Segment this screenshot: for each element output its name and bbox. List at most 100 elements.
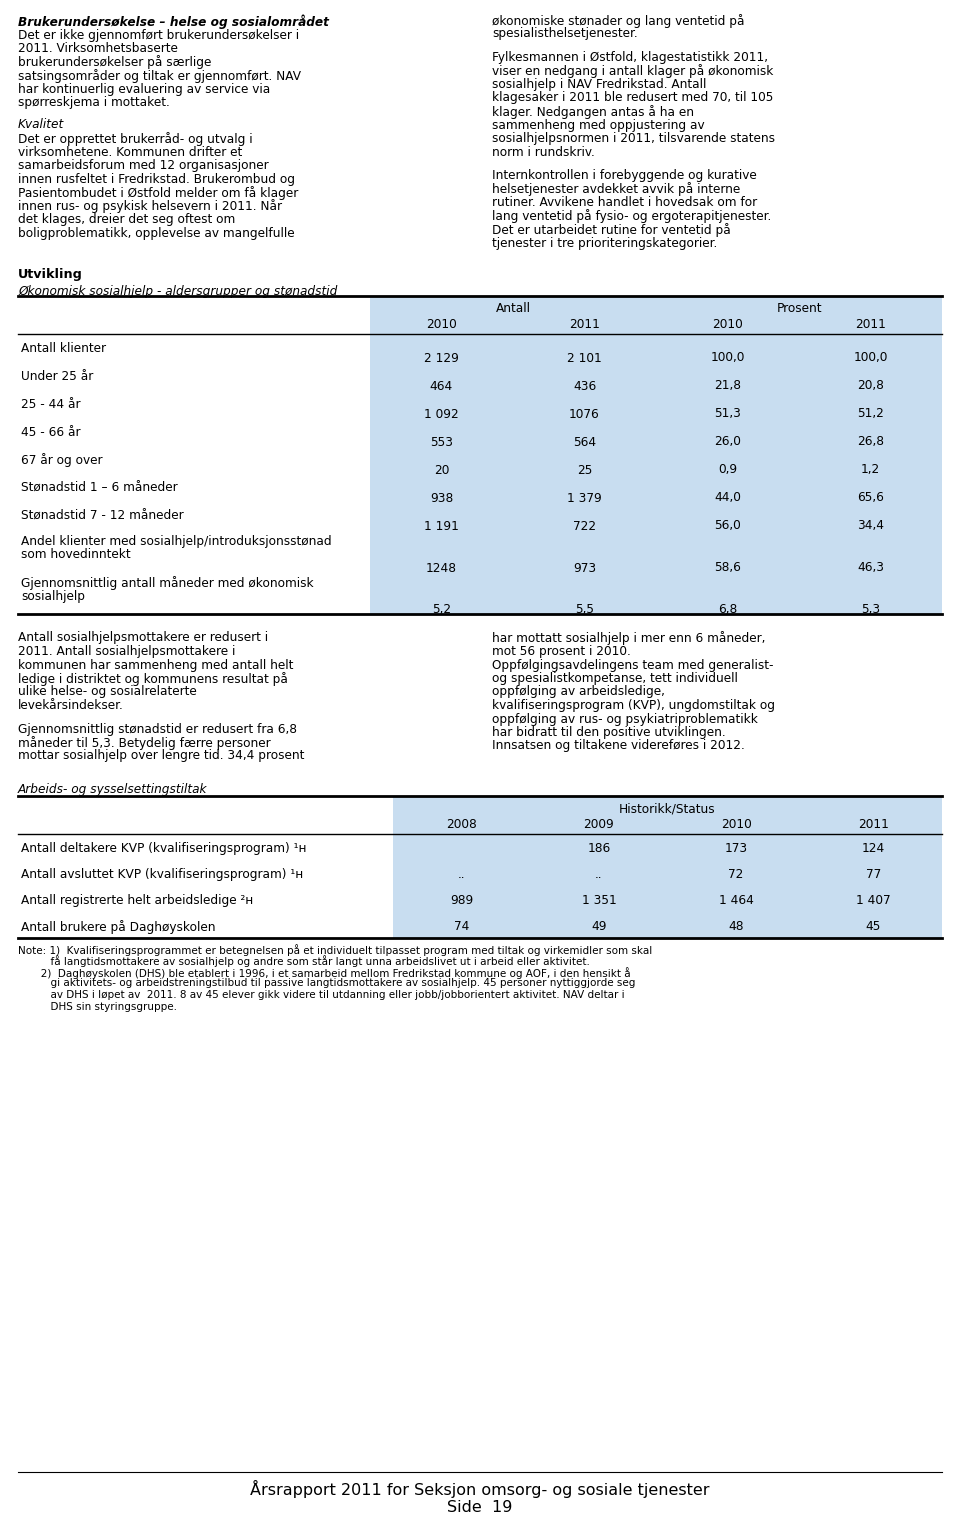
Text: Pasientombudet i Østfold melder om få klager: Pasientombudet i Østfold melder om få kl… (18, 185, 299, 201)
Text: sosialhjelp i NAV Fredrikstad. Antall: sosialhjelp i NAV Fredrikstad. Antall (492, 78, 707, 90)
Text: Antall registrerte helt arbeidsledige ²ʜ: Antall registrerte helt arbeidsledige ²ʜ (21, 894, 253, 906)
Text: mot 56 prosent i 2010.: mot 56 prosent i 2010. (492, 645, 631, 658)
Text: sosialhjelpsnormen i 2011, tilsvarende statens: sosialhjelpsnormen i 2011, tilsvarende s… (492, 132, 775, 145)
Text: 25 - 44 år: 25 - 44 år (21, 398, 81, 410)
Text: Oppfølgingsavdelingens team med generalist-: Oppfølgingsavdelingens team med generali… (492, 658, 774, 672)
Text: ledige i distriktet og kommunens resultat på: ledige i distriktet og kommunens resulta… (18, 672, 288, 686)
Text: innen rus- og psykisk helsevern i 2011. Når: innen rus- og psykisk helsevern i 2011. … (18, 199, 282, 213)
Text: Antall deltakere KVP (kvalifiseringsprogram) ¹ʜ: Antall deltakere KVP (kvalifiseringsprog… (21, 842, 306, 854)
Bar (370, 389, 942, 418)
Text: Utvikling: Utvikling (18, 268, 83, 282)
Text: 2 101: 2 101 (567, 352, 602, 364)
Text: kommunen har sammenheng med antall helt: kommunen har sammenheng med antall helt (18, 658, 294, 672)
Text: sammenheng med oppjustering av: sammenheng med oppjustering av (492, 118, 705, 132)
Text: Stønadstid 7 - 12 måneder: Stønadstid 7 - 12 måneder (21, 510, 183, 522)
Text: av DHS i løpet av  2011. 8 av 45 elever gikk videre til utdanning eller jobb/job: av DHS i løpet av 2011. 8 av 45 elever g… (18, 991, 625, 1000)
Text: 46,3: 46,3 (857, 562, 884, 574)
Text: har mottatt sosialhjelp i mer enn 6 måneder,: har mottatt sosialhjelp i mer enn 6 måne… (492, 631, 765, 646)
Bar (370, 418, 942, 446)
Text: spørreskjema i mottaket.: spørreskjema i mottaket. (18, 96, 170, 109)
Bar (370, 334, 942, 361)
Text: Det er ikke gjennomført brukerundersøkelser i: Det er ikke gjennomført brukerundersøkel… (18, 29, 300, 41)
Text: 65,6: 65,6 (857, 491, 884, 505)
Text: brukerundersøkelser på særlige: brukerundersøkelser på særlige (18, 55, 211, 69)
Text: Brukerundersøkelse – helse og sosialområdet: Brukerundersøkelse – helse og sosialområ… (18, 14, 329, 29)
Text: norm i rundskriv.: norm i rundskriv. (492, 145, 595, 159)
Text: har bidratt til den positive utviklingen.: har bidratt til den positive utviklingen… (492, 726, 726, 739)
Text: ulike helse- og sosialrelaterte: ulike helse- og sosialrelaterte (18, 686, 197, 698)
Bar (393, 886, 942, 912)
Text: samarbeidsforum med 12 organisasjoner: samarbeidsforum med 12 organisasjoner (18, 159, 269, 171)
Text: Historikk/Status: Historikk/Status (619, 802, 716, 814)
Text: helsetjenester avdekket avvik på interne: helsetjenester avdekket avvik på interne (492, 182, 740, 196)
Bar (370, 361, 942, 389)
Text: Det er utarbeidet rutine for ventetid på: Det er utarbeidet rutine for ventetid på (492, 224, 731, 237)
Text: 722: 722 (573, 519, 596, 533)
Bar (370, 295, 942, 334)
Text: 2 129: 2 129 (424, 352, 459, 364)
Bar (370, 446, 942, 473)
Text: Gjennomsnittlig stønadstid er redusert fra 6,8: Gjennomsnittlig stønadstid er redusert f… (18, 723, 297, 735)
Bar (370, 502, 942, 530)
Text: Kvalitet: Kvalitet (18, 118, 64, 130)
Text: 5,3: 5,3 (861, 603, 880, 617)
Text: 21,8: 21,8 (714, 380, 741, 392)
Text: 564: 564 (573, 435, 596, 449)
Text: kvalifiseringsprogram (KVP), ungdomstiltak og: kvalifiseringsprogram (KVP), ungdomstilt… (492, 700, 775, 712)
Text: ..: .. (458, 868, 466, 880)
Text: 77: 77 (866, 868, 881, 880)
Text: har kontinuerlig evaluering av service via: har kontinuerlig evaluering av service v… (18, 83, 271, 95)
Text: 100,0: 100,0 (853, 352, 888, 364)
Text: det klages, dreier det seg oftest om: det klages, dreier det seg oftest om (18, 213, 235, 227)
Text: innen rusfeltet i Fredrikstad. Brukerombud og: innen rusfeltet i Fredrikstad. Brukeromb… (18, 173, 295, 185)
Text: Arbeids- og sysselsettingstiltak: Arbeids- og sysselsettingstiltak (18, 782, 207, 796)
Text: 72: 72 (729, 868, 744, 880)
Text: 2010: 2010 (721, 818, 752, 831)
Text: boligproblematikk, opplevelse av mangelfulle: boligproblematikk, opplevelse av mangelf… (18, 227, 295, 239)
Text: måneder til 5,3. Betydelig færre personer: måneder til 5,3. Betydelig færre persone… (18, 736, 271, 750)
Text: Antall: Antall (495, 302, 531, 314)
Text: 464: 464 (430, 380, 453, 392)
Bar (393, 860, 942, 886)
Text: levekårsindekser.: levekårsindekser. (18, 700, 124, 712)
Text: 2009: 2009 (584, 818, 614, 831)
Text: klagesaker i 2011 ble redusert med 70, til 105: klagesaker i 2011 ble redusert med 70, t… (492, 92, 774, 104)
Text: Internkontrollen i forebyggende og kurative: Internkontrollen i forebyggende og kurat… (492, 168, 756, 182)
Text: klager. Nedgangen antas å ha en: klager. Nedgangen antas å ha en (492, 106, 694, 119)
Text: viser en nedgang i antall klager på økonomisk: viser en nedgang i antall klager på økon… (492, 64, 774, 78)
Text: Fylkesmannen i Østfold, klagestatistikk 2011,: Fylkesmannen i Østfold, klagestatistikk … (492, 51, 768, 64)
Text: Innsatsen og tiltakene videreføres i 2012.: Innsatsen og tiltakene videreføres i 201… (492, 739, 745, 753)
Text: ..: .. (595, 868, 603, 880)
Text: gi aktivitets- og arbeidstreningstilbud til passive langtidsmottakere av sosialh: gi aktivitets- og arbeidstreningstilbud … (18, 978, 636, 989)
Text: 186: 186 (588, 842, 611, 854)
Text: 49: 49 (591, 920, 607, 932)
Text: 553: 553 (430, 435, 453, 449)
Text: 1,2: 1,2 (861, 464, 880, 476)
Text: 2011. Antall sosialhjelpsmottakere i: 2011. Antall sosialhjelpsmottakere i (18, 645, 235, 658)
Text: få langtidsmottakere av sosialhjelp og andre som står langt unna arbeidslivet ut: få langtidsmottakere av sosialhjelp og a… (18, 955, 589, 968)
Text: mottar sosialhjelp over lengre tid. 34,4 prosent: mottar sosialhjelp over lengre tid. 34,4… (18, 750, 304, 762)
Text: 2011: 2011 (855, 317, 886, 331)
Text: Årsrapport 2011 for Seksjon omsorg- og sosiale tjenester: Årsrapport 2011 for Seksjon omsorg- og s… (251, 1480, 709, 1497)
Text: satsingsområder og tiltak er gjennomført. NAV: satsingsområder og tiltak er gjennomført… (18, 69, 301, 83)
Text: 48: 48 (729, 920, 744, 932)
Text: 34,4: 34,4 (857, 519, 884, 533)
Text: 173: 173 (725, 842, 748, 854)
Text: 1 407: 1 407 (856, 894, 891, 906)
Text: 51,2: 51,2 (857, 407, 884, 421)
Text: 2011: 2011 (569, 317, 600, 331)
Text: oppfølging av rus- og psykiatriproblematikk: oppfølging av rus- og psykiatriproblemat… (492, 712, 757, 726)
Text: 2008: 2008 (446, 818, 477, 831)
Text: 989: 989 (450, 894, 473, 906)
Text: som hovedinntekt: som hovedinntekt (21, 548, 131, 560)
Text: og spesialistkompetanse, tett individuell: og spesialistkompetanse, tett individuel… (492, 672, 738, 684)
Text: Andel klienter med sosialhjelp/introduksjonsstønad: Andel klienter med sosialhjelp/introduks… (21, 534, 331, 548)
Text: 2011. Virksomhetsbaserte: 2011. Virksomhetsbaserte (18, 41, 178, 55)
Text: 938: 938 (430, 491, 453, 505)
Bar (370, 473, 942, 502)
Text: spesialisthelsetjenester.: spesialisthelsetjenester. (492, 28, 637, 40)
Text: 20,8: 20,8 (857, 380, 884, 392)
Text: 973: 973 (573, 562, 596, 574)
Text: 51,3: 51,3 (714, 407, 741, 421)
Text: tjenester i tre prioriteringskategorier.: tjenester i tre prioriteringskategorier. (492, 236, 717, 250)
